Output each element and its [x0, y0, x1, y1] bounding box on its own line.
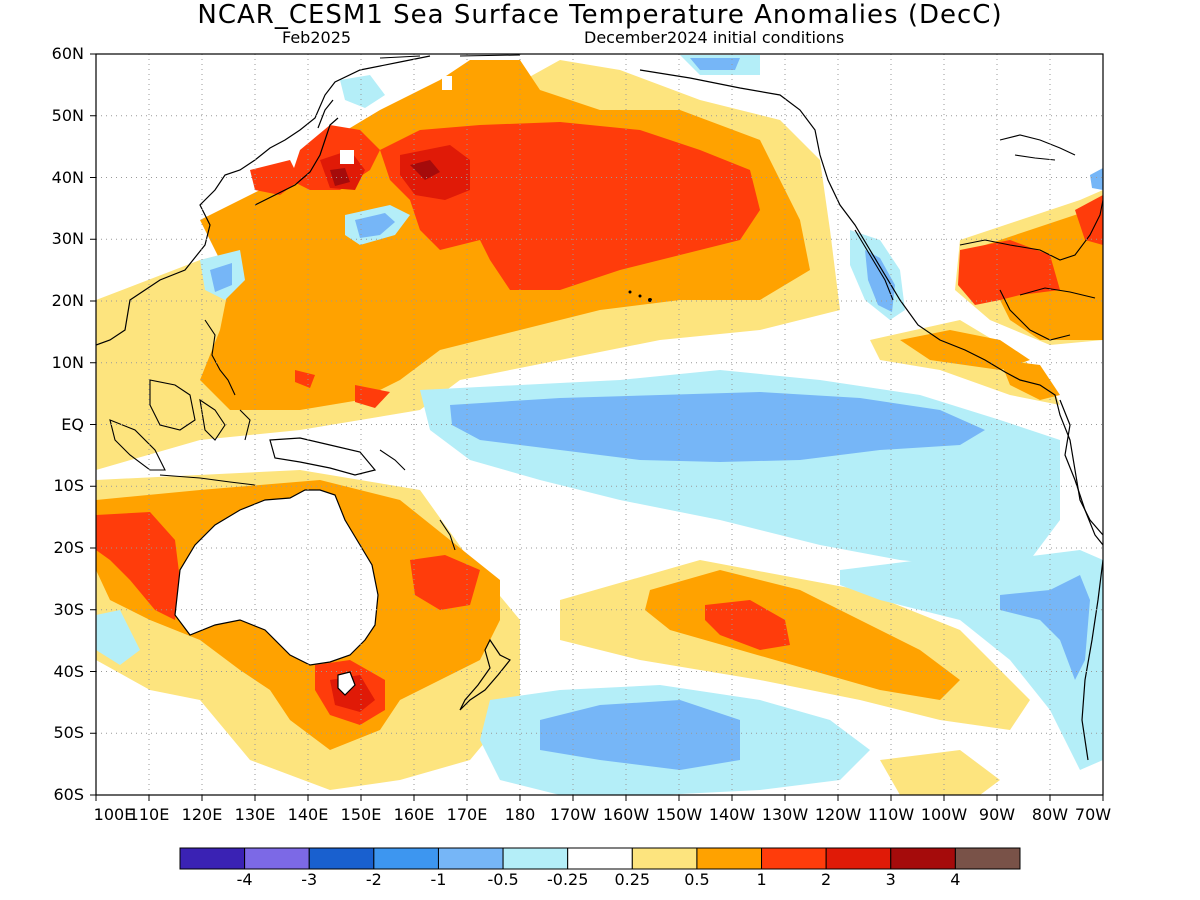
lat-label: 40N: [51, 167, 84, 187]
tasmania-land: [337, 671, 356, 696]
new-guinea-land: [269, 437, 377, 476]
lon-label: 90W: [978, 805, 1016, 824]
axis-ticks: [90, 53, 1104, 801]
lon-label: 120W: [814, 805, 862, 824]
anomaly-band-red: [96, 122, 1103, 725]
lon-label: 160E: [393, 805, 435, 824]
lat-label: 50S: [53, 723, 84, 743]
lon-label: 100W: [920, 805, 968, 824]
great-lakes: [999, 134, 1076, 161]
colorbar-label: 1: [756, 870, 767, 889]
colorbar-label: -0.5: [487, 870, 519, 889]
north-america-coastline: [639, 69, 1103, 536]
lat-label: 30N: [51, 229, 84, 249]
colorbar-swatch: [954, 847, 1021, 870]
colorbar-label: -0.25: [546, 870, 589, 889]
colorbar-swatch: [567, 847, 633, 870]
japan-coastline: [254, 99, 339, 206]
australia-land: [174, 489, 379, 666]
gridlines: [96, 54, 1103, 795]
lon-label: 160W: [602, 805, 650, 824]
lat-label: 30S: [53, 599, 84, 619]
lat-label: 20S: [53, 538, 84, 557]
colorbar-label: 4: [950, 870, 961, 889]
lon-label: 140W: [708, 805, 756, 824]
colorbar-label: 2: [821, 870, 832, 889]
lon-label: 100E: [93, 805, 135, 824]
lon-label: 70W: [1074, 805, 1112, 824]
maritime-islands: [109, 319, 456, 551]
colorbar-label: 0.5: [684, 870, 710, 889]
colorbar-label: 0.25: [614, 870, 651, 889]
gulf-coastline: [959, 199, 1103, 341]
lon-label: 170E: [446, 805, 488, 824]
aleutian-islands: [379, 54, 521, 59]
anomaly-band-lightblue: [210, 58, 1103, 770]
colorbar: [179, 847, 1021, 870]
colorbar-swatch: [502, 847, 569, 870]
lon-label: 170W: [549, 805, 597, 824]
baja-coastline: [854, 229, 894, 301]
colorbar-swatch: [761, 847, 827, 870]
lat-label: EQ: [61, 414, 84, 434]
lon-label: 120E: [181, 805, 223, 824]
lat-label: 10S: [53, 476, 84, 496]
lon-label: 110W: [867, 805, 915, 824]
asia-coastline: [96, 55, 431, 346]
anomaly-band-deepred: [330, 160, 440, 186]
lon-label: 140E: [287, 805, 329, 824]
colorbar-label: -4: [236, 870, 253, 889]
colorbar-label: 3: [885, 870, 896, 889]
map-title: NCAR_CESM1 Sea Surface Temperature Anoma…: [197, 0, 1003, 30]
lat-label: 50N: [51, 105, 84, 125]
south-america-coastline: [1059, 399, 1103, 761]
lat-label: 10N: [51, 352, 84, 372]
lat-label: 60N: [51, 44, 84, 63]
lat-label: 60S: [53, 785, 84, 804]
forecast-month-label: Feb2025: [282, 28, 352, 47]
lon-label: 130W: [761, 805, 809, 824]
lon-label: 180: [504, 805, 536, 824]
colorbar-swatch: [825, 847, 892, 870]
land-masks: [340, 76, 452, 487]
colorbar-label: -1: [430, 870, 447, 889]
lon-label: 80W: [1031, 805, 1069, 824]
lon-label: 130E: [234, 805, 276, 824]
colorbar-swatch: [696, 847, 763, 870]
colorbar-swatch: [308, 847, 375, 870]
lat-label: 20N: [51, 291, 84, 310]
colorbar-swatch: [373, 847, 439, 870]
colorbar-swatch: [179, 847, 246, 870]
colorbar-label: -2: [365, 870, 382, 889]
colorbar-label: -3: [301, 870, 318, 889]
initial-conditions-label: December2024 initial conditions: [584, 28, 845, 47]
lat-label: 40S: [53, 661, 84, 681]
lon-label: 110E: [128, 805, 170, 824]
new-zealand-land: [459, 638, 511, 711]
colorbar-swatch: [437, 847, 504, 870]
colorbar-swatch: [890, 847, 956, 870]
lon-label: 150W: [655, 805, 703, 824]
lon-label: 150E: [340, 805, 382, 824]
colorbar-swatch: [244, 847, 310, 870]
colorbar-swatch: [631, 847, 698, 870]
